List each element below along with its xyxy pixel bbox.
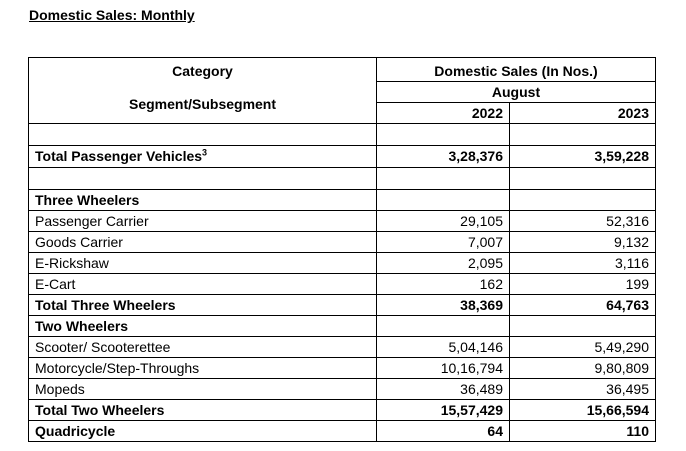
row-label: Passenger Carrier xyxy=(28,210,377,232)
value-2023: 5,49,290 xyxy=(509,336,656,358)
row-label: Motorcycle/Step-Throughs xyxy=(28,357,377,379)
domestic-sales-table: Category Segment/Subsegment Domestic Sal… xyxy=(28,57,656,442)
row-label: E-Cart xyxy=(28,273,377,295)
section-title-row: Two Wheelers xyxy=(28,315,656,337)
passenger-label: Total Passenger Vehicles xyxy=(35,148,203,164)
total-row: Total Two Wheelers 15,57,429 15,66,594 xyxy=(28,399,656,421)
value-2022: 5,04,146 xyxy=(376,336,510,358)
table-row: E-Rickshaw 2,095 3,116 xyxy=(28,252,656,274)
section-title-row: Three Wheelers xyxy=(28,189,656,211)
three-wheelers-total-2022: 38,369 xyxy=(376,294,510,316)
value-2022: 36,489 xyxy=(376,378,510,400)
footnote-marker: 3 xyxy=(202,147,208,158)
value-2023: 199 xyxy=(509,273,656,295)
row-label: Goods Carrier xyxy=(28,231,377,253)
page-heading: Domestic Sales: Monthly xyxy=(29,7,195,23)
category-label: Category xyxy=(172,63,233,79)
category-header: Category Segment/Subsegment xyxy=(28,57,377,124)
quadricycle-2023: 110 xyxy=(509,420,656,442)
three-wheelers-title: Three Wheelers xyxy=(28,189,377,211)
value-2022: 7,007 xyxy=(376,231,510,253)
year-2022-header: 2022 xyxy=(378,103,510,123)
value-2023: 9,80,809 xyxy=(509,357,656,379)
quadricycle-2022: 64 xyxy=(376,420,510,442)
table-row: Goods Carrier 7,007 9,132 xyxy=(28,231,656,253)
value-2022: 2,095 xyxy=(376,252,510,274)
sales-header: Domestic Sales (In Nos.) August 2022 202… xyxy=(376,57,656,124)
table-row: Motorcycle/Step-Throughs 10,16,794 9,80,… xyxy=(28,357,656,379)
sales-title: Domestic Sales (In Nos.) xyxy=(434,63,598,79)
passenger-2023: 3,59,228 xyxy=(509,145,656,168)
header-row: Category Segment/Subsegment Domestic Sal… xyxy=(28,57,656,124)
value-2022: 10,16,794 xyxy=(376,357,510,379)
table-row: Passenger Carrier 29,105 52,316 xyxy=(28,210,656,232)
three-wheelers-total-label: Total Three Wheelers xyxy=(28,294,377,316)
year-2023-header: 2023 xyxy=(617,105,649,121)
row-label: Mopeds xyxy=(28,378,377,400)
month-label: August xyxy=(377,81,655,102)
value-2023: 3,116 xyxy=(509,252,656,274)
two-wheelers-title: Two Wheelers xyxy=(28,315,377,337)
passenger-label-cell: Total Passenger Vehicles3 xyxy=(28,145,377,168)
two-wheelers-total-2023: 15,66,594 xyxy=(509,399,656,421)
value-2023: 9,132 xyxy=(509,231,656,253)
value-2022: 29,105 xyxy=(376,210,510,232)
value-2023: 52,316 xyxy=(509,210,656,232)
total-row: Total Three Wheelers 38,369 64,763 xyxy=(28,294,656,316)
spacer-row xyxy=(28,167,656,190)
row-label: Scooter/ Scooterettee xyxy=(28,336,377,358)
two-wheelers-total-label: Total Two Wheelers xyxy=(28,399,377,421)
value-2022: 162 xyxy=(376,273,510,295)
value-2023: 36,495 xyxy=(509,378,656,400)
passenger-2022: 3,28,376 xyxy=(376,145,510,168)
quadricycle-label: Quadricycle xyxy=(28,420,377,442)
table-row: Scooter/ Scooterettee 5,04,146 5,49,290 xyxy=(28,336,656,358)
row-label: E-Rickshaw xyxy=(28,252,377,274)
table-row: Total Passenger Vehicles3 3,28,376 3,59,… xyxy=(28,145,656,168)
table-row: Mopeds 36,489 36,495 xyxy=(28,378,656,400)
total-row: Quadricycle 64 110 xyxy=(28,420,656,442)
segment-label: Segment/Subsegment xyxy=(128,96,277,112)
table-row: E-Cart 162 199 xyxy=(28,273,656,295)
two-wheelers-total-2022: 15,57,429 xyxy=(376,399,510,421)
spacer-row xyxy=(28,123,656,146)
three-wheelers-total-2023: 64,763 xyxy=(509,294,656,316)
